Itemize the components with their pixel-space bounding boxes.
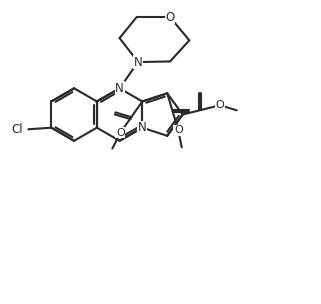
Text: N: N xyxy=(115,82,124,95)
Text: O: O xyxy=(166,11,175,24)
Text: N: N xyxy=(134,56,143,69)
Text: O: O xyxy=(174,125,183,135)
Text: O: O xyxy=(116,128,125,138)
Text: N: N xyxy=(138,121,147,134)
Text: Cl: Cl xyxy=(11,123,22,136)
Text: O: O xyxy=(215,100,224,110)
